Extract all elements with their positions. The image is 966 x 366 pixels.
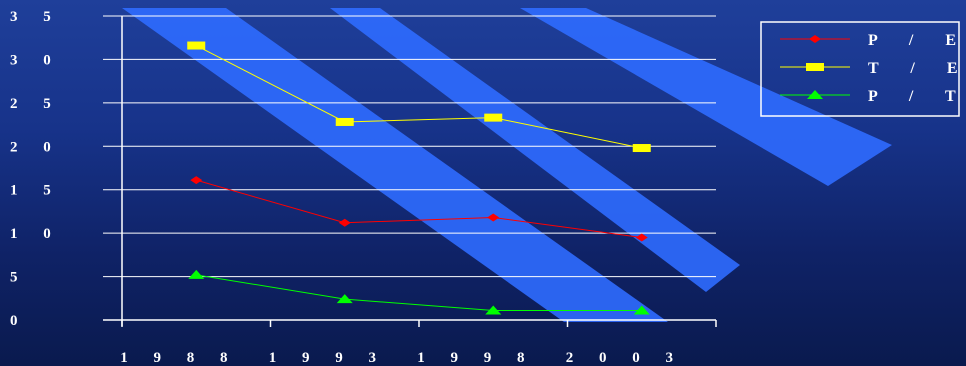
legend-label: P / E — [868, 32, 966, 49]
legend-item: T / E — [780, 60, 966, 77]
data-point — [485, 305, 502, 315]
y-tick-label: 3 0 — [10, 52, 62, 68]
background-stripe — [330, 8, 740, 292]
data-point — [336, 294, 353, 304]
x-tick-label: 1 9 9 8 — [417, 350, 535, 366]
series-line — [196, 274, 642, 311]
y-tick-label: 1 5 — [10, 183, 62, 199]
legend-label: P / T — [868, 88, 966, 105]
data-point — [632, 144, 651, 153]
data-point — [190, 176, 203, 185]
x-tick-labels: 1 9 8 8 1 9 9 3 1 9 9 8 2 0 0 3 — [120, 350, 684, 366]
data-point — [484, 113, 503, 122]
y-tick-labels: 0 5 1 0 1 5 2 0 2 5 3 0 3 5 — [10, 9, 62, 329]
y-tick-label: 3 5 — [10, 9, 62, 25]
data-point — [338, 218, 351, 227]
data-point — [335, 117, 354, 126]
x-tick-label: 1 9 9 3 — [269, 350, 387, 366]
y-tick-label: 2 5 — [10, 96, 62, 112]
background-stripe — [122, 8, 668, 322]
series-line — [196, 179, 642, 238]
data-point — [187, 41, 206, 50]
y-tick-label: 5 — [10, 270, 29, 286]
data-point — [635, 233, 648, 242]
series-2 — [187, 41, 651, 153]
legend-marker — [806, 63, 824, 71]
background-stripes — [122, 8, 892, 322]
data-point — [633, 305, 650, 315]
data-point — [188, 269, 205, 279]
series-line — [196, 45, 642, 149]
legend-item: P / E — [780, 32, 966, 49]
legend-box — [760, 21, 960, 117]
legend: P / E T / E P / T — [760, 21, 966, 117]
series-layer — [187, 41, 651, 315]
y-tick-label: 0 — [10, 313, 29, 329]
legend-marker — [809, 35, 821, 43]
axes — [103, 16, 717, 327]
series-1 — [190, 176, 648, 242]
legend-item: P / T — [780, 88, 966, 105]
background-stripe — [520, 8, 892, 186]
legend-marker — [807, 90, 823, 99]
x-tick-label: 1 9 8 8 — [120, 350, 238, 366]
x-tick-label: 2 0 0 3 — [566, 350, 684, 366]
data-point — [487, 213, 500, 222]
legend-label: T / E — [868, 60, 966, 77]
y-tick-label: 1 0 — [10, 226, 62, 242]
y-tick-label: 2 0 — [10, 139, 62, 155]
series-3 — [188, 269, 650, 315]
